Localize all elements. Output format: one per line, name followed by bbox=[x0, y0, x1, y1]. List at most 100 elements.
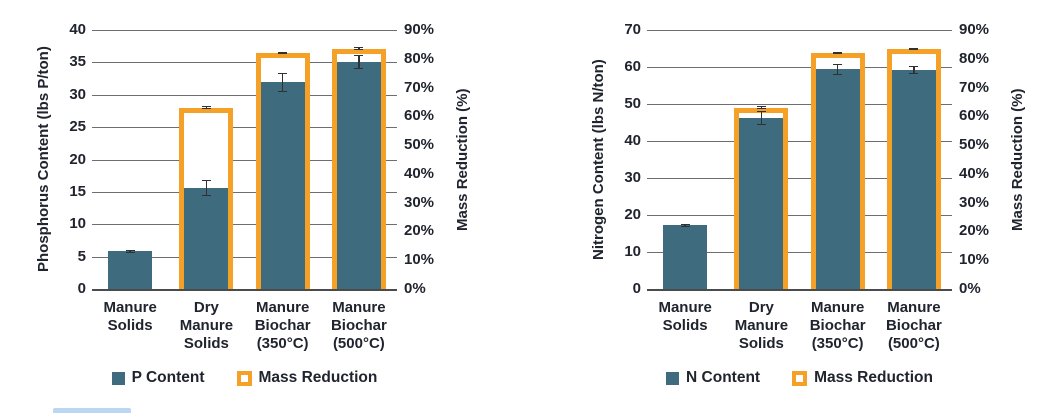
nitrogen-chart: Nitrogen Content (lbs N/ton) 0 10 20 30 40 50… bbox=[585, 0, 1030, 400]
category-label: Manure Biochar (500°C) bbox=[885, 299, 942, 352]
gridline bbox=[647, 178, 952, 179]
right-axis-tick-label: 80% bbox=[959, 49, 990, 67]
left-axis-tick-label: 20 bbox=[624, 206, 641, 223]
mass-reduction-error-bar bbox=[909, 47, 919, 50]
content-bar bbox=[739, 118, 784, 289]
left-axis-tick-label: 20 bbox=[69, 150, 86, 168]
content-error-bar bbox=[756, 111, 766, 125]
legend-swatch-outline bbox=[792, 370, 808, 386]
mass-reduction-error-bar bbox=[833, 51, 843, 55]
right-axis-tick-label: 90% bbox=[404, 21, 435, 38]
content-error-bar bbox=[680, 223, 690, 227]
plot-area bbox=[647, 30, 952, 291]
legend-label: Mass Reduction bbox=[814, 369, 933, 386]
gridline bbox=[92, 62, 397, 64]
legend-label: P Content bbox=[131, 369, 205, 386]
left-axis-tick-label: 35 bbox=[69, 53, 86, 71]
clipped-blue-element bbox=[53, 408, 131, 413]
legend-label: N Content bbox=[686, 369, 761, 386]
content-bar bbox=[815, 69, 860, 289]
legend-item: N Content bbox=[666, 369, 760, 387]
content-bar bbox=[891, 69, 936, 289]
right-axis-tick-label: 10% bbox=[959, 251, 990, 269]
legend-label: Mass Reduction bbox=[258, 369, 378, 386]
content-error-bar bbox=[201, 180, 211, 196]
content-bar bbox=[184, 188, 229, 289]
gridline bbox=[647, 289, 952, 291]
right-axis-tick-label: 40% bbox=[959, 164, 990, 182]
right-axis-tick-label: 20% bbox=[959, 222, 990, 240]
left-axis-tick-label: 70 bbox=[624, 21, 641, 38]
right-axis-tick-label: 60% bbox=[959, 107, 990, 125]
content-bar bbox=[108, 251, 153, 289]
category-label: Dry Manure Solids bbox=[179, 299, 234, 352]
right-axis-title: Mass Reduction (%) bbox=[454, 88, 471, 231]
right-axis-tick-label: 50% bbox=[959, 136, 990, 154]
gridline bbox=[92, 30, 397, 31]
content-bar bbox=[336, 62, 381, 289]
right-axis-tick-label: 60% bbox=[404, 107, 435, 125]
right-axis-tick-label: 0% bbox=[404, 280, 426, 297]
left-axis-tick-label: 5 bbox=[77, 247, 86, 265]
gridline bbox=[92, 191, 397, 193]
left-axis-tick-label: 40 bbox=[624, 132, 641, 149]
left-axis-tick-label: 30 bbox=[69, 85, 86, 103]
gridline bbox=[647, 30, 952, 31]
left-axis-tick-label: 15 bbox=[69, 182, 86, 200]
left-axis-tick-label: 25 bbox=[69, 118, 86, 136]
content-error-bar bbox=[278, 73, 288, 92]
gridline bbox=[647, 67, 952, 68]
content-bar bbox=[260, 82, 305, 289]
right-axis-tick-label: 80% bbox=[404, 49, 435, 67]
category-label: Manure Biochar (350°C) bbox=[254, 299, 311, 352]
left-axis-tick-label: 40 bbox=[69, 21, 86, 38]
category-label: Manure Biochar (500°C) bbox=[330, 299, 387, 352]
right-axis-tick-label: 30% bbox=[959, 193, 990, 211]
category-label: Dry Manure Solids bbox=[734, 299, 789, 352]
gridline bbox=[92, 224, 397, 226]
right-axis-tick-label: 40% bbox=[404, 164, 435, 182]
left-axis-ticks: 0 10 20 30 40 50 60 70 bbox=[599, 0, 641, 310]
legend-item: P Content bbox=[111, 369, 205, 387]
category-label: Manure Solids bbox=[103, 299, 157, 334]
legend-swatch-fill bbox=[666, 371, 680, 385]
left-axis-tick-label: 50 bbox=[624, 95, 641, 112]
category-label: Manure Solids bbox=[658, 299, 712, 334]
left-axis-tick-label: 10 bbox=[624, 243, 641, 260]
gridline bbox=[647, 215, 952, 216]
legend-item: Mass Reduction bbox=[792, 369, 933, 387]
left-axis-tick-label: 10 bbox=[69, 215, 86, 233]
content-error-bar bbox=[125, 250, 135, 253]
plot-area bbox=[92, 30, 397, 291]
right-axis-tick-label: 70% bbox=[959, 78, 990, 96]
left-axis-tick-label: 0 bbox=[77, 280, 86, 297]
content-error-bar bbox=[833, 63, 843, 75]
gridline bbox=[92, 289, 397, 291]
legend-item: Mass Reduction bbox=[236, 369, 378, 387]
gridline bbox=[92, 159, 397, 161]
gridline bbox=[647, 252, 952, 253]
gridline bbox=[92, 256, 397, 258]
right-axis-ticks: 0% 10% 20% 30% 40% 50% 60% 70% 80% 90% bbox=[404, 0, 454, 310]
category-label: Manure Biochar (350°C) bbox=[809, 299, 866, 352]
left-axis-ticks: 0 5 10 15 20 25 30 35 40 bbox=[44, 0, 86, 310]
mass-reduction-error-bar bbox=[201, 105, 211, 110]
content-bar bbox=[663, 225, 708, 289]
mass-reduction-error-bar bbox=[756, 105, 766, 110]
gridline bbox=[92, 127, 397, 129]
right-axis-tick-label: 0% bbox=[959, 280, 981, 297]
mass-reduction-error-bar bbox=[354, 47, 364, 51]
right-axis-tick-label: 20% bbox=[404, 222, 435, 240]
left-axis-tick-label: 60 bbox=[624, 58, 641, 75]
mass-reduction-error-bar bbox=[278, 51, 288, 55]
right-axis-tick-label: 30% bbox=[404, 193, 435, 211]
legend: P Content Mass Reduction bbox=[92, 369, 397, 387]
legend-swatch-outline bbox=[236, 370, 252, 386]
content-error-bar bbox=[354, 55, 364, 70]
legend-swatch-fill bbox=[111, 371, 125, 385]
legend: N Content Mass Reduction bbox=[647, 369, 952, 387]
right-axis-title: Mass Reduction (%) bbox=[1009, 88, 1026, 231]
gridline bbox=[92, 94, 397, 96]
category-labels: Manure Solids Dry Manure Solids Manure Biochar… bbox=[92, 299, 397, 353]
gridline bbox=[647, 141, 952, 142]
